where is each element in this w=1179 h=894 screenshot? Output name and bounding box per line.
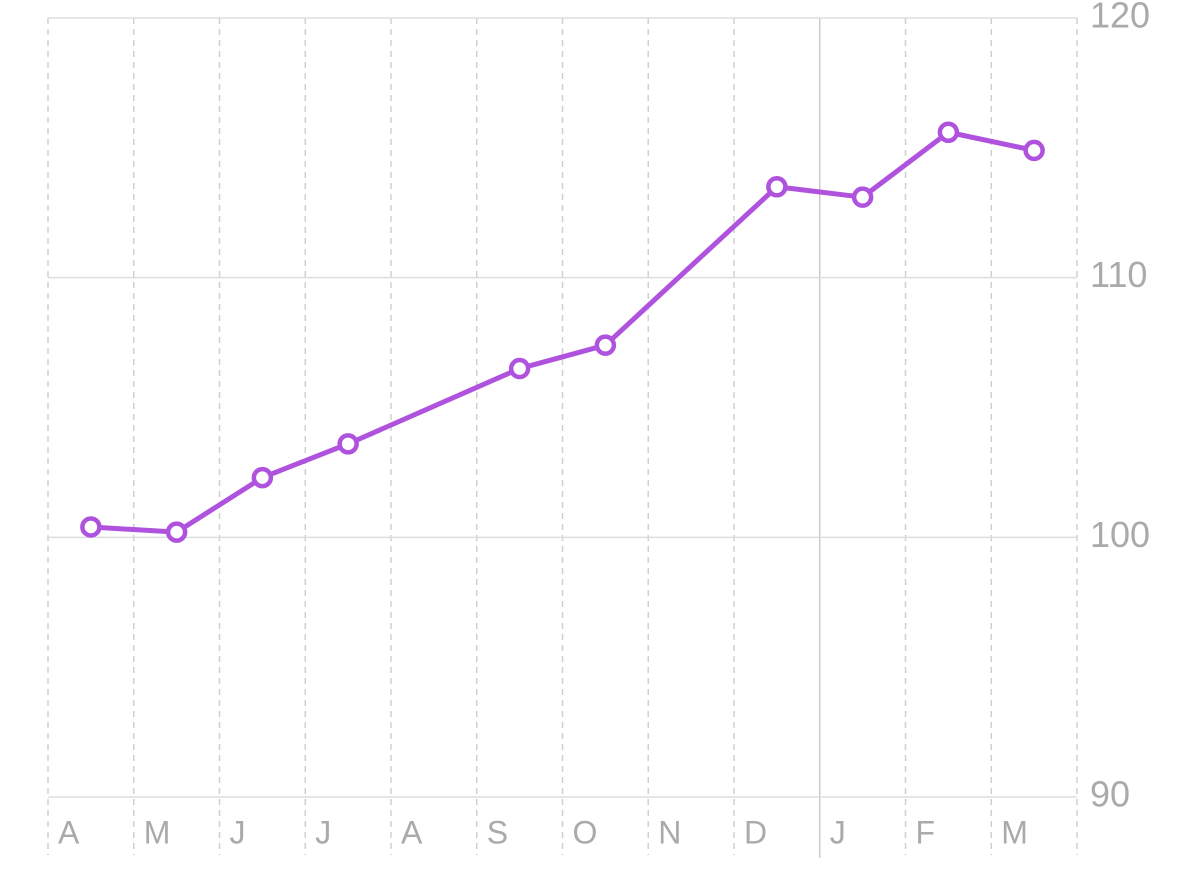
x-tick-label: J (315, 814, 331, 850)
line-segment (259, 441, 351, 481)
y-tick-label: 90 (1090, 774, 1130, 815)
data-point (1023, 139, 1045, 162)
y-tick-label: 120 (1090, 0, 1150, 36)
line-segment (945, 129, 1037, 153)
line-segment (88, 524, 180, 535)
x-tick-label: A (58, 814, 80, 850)
x-tick-label: M (1001, 814, 1028, 850)
line-segment (174, 475, 265, 535)
data-point (594, 334, 617, 356)
data-point (851, 186, 874, 208)
line-segment (774, 184, 866, 200)
x-tick-label: S (487, 814, 508, 850)
data-point (937, 121, 960, 144)
data-point (508, 357, 531, 380)
data-point (251, 466, 274, 489)
x-tick-label: N (658, 814, 681, 850)
line-segment (517, 342, 608, 372)
x-tick-label: M (144, 814, 171, 850)
data-point (80, 516, 102, 538)
data-point (165, 521, 188, 543)
x-tick-label: A (401, 814, 423, 850)
data-point (337, 433, 359, 455)
y-tick-label: 100 (1090, 514, 1150, 555)
data-point (766, 176, 788, 198)
x-tick-label: J (230, 814, 246, 850)
x-tick-label: O (573, 814, 598, 850)
y-tick-label: 110 (1090, 254, 1147, 295)
line-segment (602, 184, 780, 348)
line-segment (860, 129, 951, 200)
line-segment (345, 366, 523, 447)
x-tick-label: J (830, 814, 846, 850)
x-tick-label: F (916, 814, 936, 850)
x-tick-label: D (744, 814, 767, 850)
